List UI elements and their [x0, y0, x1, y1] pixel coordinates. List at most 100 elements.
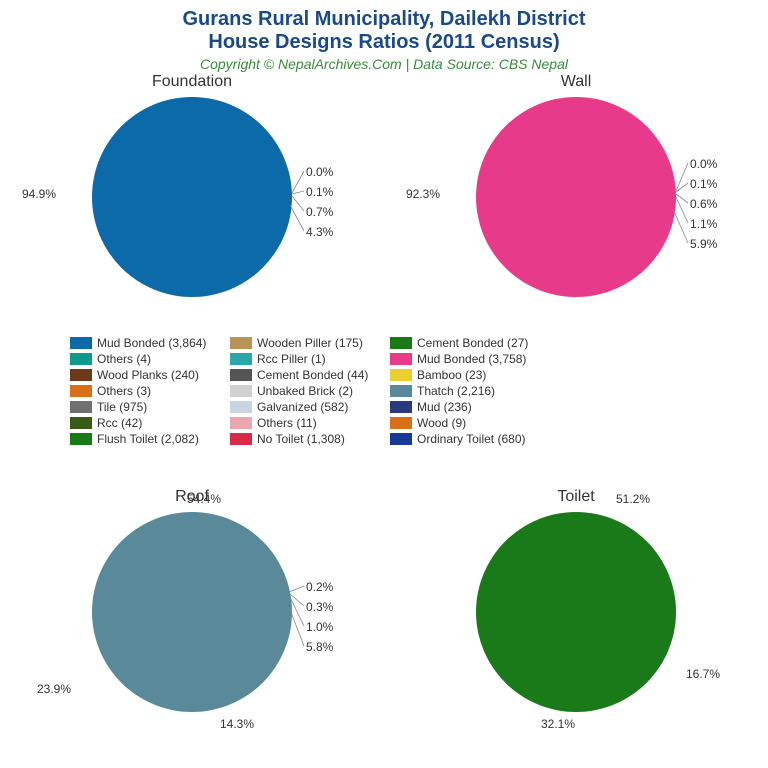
legend-item: Thatch (2,216) — [390, 384, 550, 398]
wall-chart: Wall 92.3% 0.0% 0.1% 0.6% 1.1% 5.9% — [396, 75, 756, 325]
pct-label: 4.3% — [306, 225, 333, 239]
legend-label: Wooden Piller (175) — [257, 336, 363, 350]
pct-label: 0.2% — [306, 580, 333, 594]
pct-label: 0.1% — [306, 185, 333, 199]
legend-column: Mud Bonded (3,864) Others (4) Wood Planks … — [70, 335, 230, 447]
pie — [476, 512, 676, 712]
pct-label: 14.3% — [220, 717, 254, 731]
legend-label: Rcc Piller (1) — [257, 352, 326, 366]
legend-swatch — [70, 385, 92, 397]
legend-label: Thatch (2,216) — [417, 384, 495, 398]
subtitle: Copyright © NepalArchives.Com | Data Sou… — [0, 56, 768, 72]
pct-label: 16.7% — [686, 667, 720, 681]
title-line2: House Designs Ratios (2011 Census) — [0, 31, 768, 54]
pct-label: 0.1% — [690, 177, 717, 191]
legend-swatch — [70, 369, 92, 381]
legend: Mud Bonded (3,864) Others (4) Wood Planks … — [70, 335, 710, 447]
legend-label: Rcc (42) — [97, 416, 142, 430]
legend-swatch — [230, 337, 252, 349]
legend-swatch — [70, 417, 92, 429]
legend-item: Others (3) — [70, 384, 230, 398]
legend-label: No Toilet (1,308) — [257, 432, 345, 446]
pct-label: 1.1% — [690, 217, 717, 231]
legend-label: Others (4) — [97, 352, 151, 366]
legend-label: Cement Bonded (44) — [257, 368, 368, 382]
legend-swatch — [230, 353, 252, 365]
legend-label: Unbaked Brick (2) — [257, 384, 353, 398]
legend-item: Ordinary Toilet (680) — [390, 432, 550, 446]
pct-label: 32.1% — [541, 717, 575, 731]
legend-item: Unbaked Brick (2) — [230, 384, 390, 398]
legend-label: Tile (975) — [97, 400, 147, 414]
legend-item: Flush Toilet (2,082) — [70, 432, 230, 446]
legend-swatch — [230, 385, 252, 397]
legend-item: Tile (975) — [70, 400, 230, 414]
legend-item: Cement Bonded (44) — [230, 368, 390, 382]
legend-item: Rcc Piller (1) — [230, 352, 390, 366]
legend-swatch — [230, 401, 252, 413]
roof-chart: Roof 54.4%0.2%0.3%1.0%5.8%14.3%23.9% — [12, 490, 372, 740]
legend-item: Mud Bonded (3,758) — [390, 352, 550, 366]
legend-label: Wood (9) — [417, 416, 466, 430]
pct-label: 94.9% — [22, 187, 56, 201]
legend-item: Wood (9) — [390, 416, 550, 430]
foundation-title: Foundation — [12, 73, 372, 91]
legend-swatch — [230, 417, 252, 429]
legend-label: Wood Planks (240) — [97, 368, 199, 382]
title-line1: Gurans Rural Municipality, Dailekh Distr… — [0, 8, 768, 31]
legend-label: Flush Toilet (2,082) — [97, 432, 199, 446]
legend-item: Others (11) — [230, 416, 390, 430]
legend-item: Bamboo (23) — [390, 368, 550, 382]
pct-label: 23.9% — [37, 682, 71, 696]
legend-column: Cement Bonded (27) Mud Bonded (3,758) Bamb… — [390, 335, 550, 447]
legend-label: Ordinary Toilet (680) — [417, 432, 526, 446]
legend-item: Wood Planks (240) — [70, 368, 230, 382]
legend-item: Cement Bonded (27) — [390, 336, 550, 350]
pct-label: 0.6% — [690, 197, 717, 211]
pct-label: 54.4% — [187, 492, 221, 506]
chart-title: Gurans Rural Municipality, Dailekh Distr… — [0, 0, 768, 54]
legend-swatch — [70, 337, 92, 349]
pct-label: 92.3% — [406, 187, 440, 201]
legend-swatch — [230, 433, 252, 445]
legend-label: Galvanized (582) — [257, 400, 348, 414]
toilet-chart: Toilet 51.2% 16.7% 32.1% — [396, 490, 756, 740]
legend-label: Others (11) — [257, 416, 317, 430]
pct-label: 5.9% — [690, 237, 717, 251]
pct-label: 0.3% — [306, 600, 333, 614]
pct-label: 5.8% — [306, 640, 333, 654]
legend-item: Mud (236) — [390, 400, 550, 414]
legend-swatch — [390, 417, 412, 429]
legend-swatch — [390, 433, 412, 445]
legend-item: Galvanized (582) — [230, 400, 390, 414]
pct-label: 1.0% — [306, 620, 333, 634]
top-charts-row: Foundation 94.9% 0.0% 0.1% 0.7% 4.3% Wall 92… — [0, 75, 768, 325]
toilet-title: Toilet — [396, 488, 756, 506]
legend-item: Wooden Piller (175) — [230, 336, 390, 350]
legend-label: Bamboo (23) — [417, 368, 486, 382]
legend-item: Others (4) — [70, 352, 230, 366]
pct-label: 0.7% — [306, 205, 333, 219]
legend-swatch — [390, 369, 412, 381]
legend-swatch — [70, 401, 92, 413]
legend-swatch — [390, 401, 412, 413]
legend-label: Mud (236) — [417, 400, 472, 414]
legend-swatch — [70, 353, 92, 365]
pct-label: 0.0% — [306, 165, 333, 179]
bottom-charts-row: Roof 54.4%0.2%0.3%1.0%5.8%14.3%23.9% Toi… — [0, 490, 768, 740]
legend-swatch — [390, 337, 412, 349]
legend-swatch — [230, 369, 252, 381]
legend-label: Mud Bonded (3,864) — [97, 336, 206, 350]
legend-label: Others (3) — [97, 384, 151, 398]
legend-item: Rcc (42) — [70, 416, 230, 430]
pct-label: 0.0% — [690, 157, 717, 171]
legend-column: Wooden Piller (175) Rcc Piller (1) Cement … — [230, 335, 390, 447]
legend-label: Mud Bonded (3,758) — [417, 352, 526, 366]
foundation-chart: Foundation 94.9% 0.0% 0.1% 0.7% 4.3% — [12, 75, 372, 325]
legend-swatch — [70, 433, 92, 445]
legend-swatch — [390, 385, 412, 397]
wall-title: Wall — [396, 73, 756, 91]
legend-item: Mud Bonded (3,864) — [70, 336, 230, 350]
legend-label: Cement Bonded (27) — [417, 336, 528, 350]
pct-label: 51.2% — [616, 492, 650, 506]
